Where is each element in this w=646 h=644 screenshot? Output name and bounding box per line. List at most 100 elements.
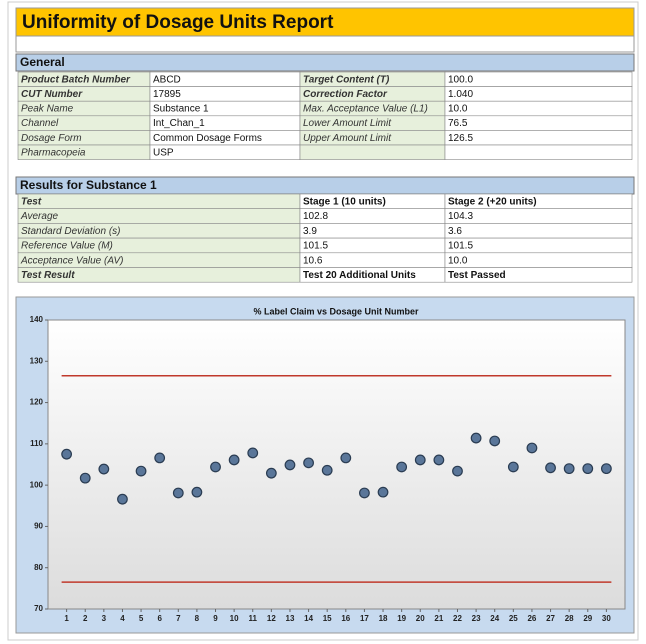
data-point: [545, 462, 556, 474]
x-tick-label: 8: [195, 614, 200, 623]
x-tick-label: 10: [230, 614, 239, 623]
x-tick-label: 24: [490, 614, 499, 623]
x-tick-label: 12: [267, 614, 276, 623]
data-point: [191, 486, 203, 498]
data-point: [321, 464, 333, 476]
field-value: 102.8: [303, 211, 328, 222]
y-tick-label: 110: [30, 439, 43, 448]
chart-title: % Label Claim vs Dosage Unit Number: [253, 306, 419, 316]
value-cell: [444, 115, 633, 131]
x-tick-label: 14: [304, 614, 313, 623]
data-point: [600, 463, 612, 475]
value-cell: [444, 71, 633, 87]
value-cell: [299, 223, 446, 239]
spacer: [15, 35, 635, 53]
x-tick-label: 1: [64, 614, 69, 623]
data-point: [526, 442, 538, 454]
field-value: 17895: [153, 89, 181, 100]
y-tick-label: 120: [30, 398, 44, 407]
field-value: 126.5: [448, 133, 473, 144]
field-label: Lower Amount Limit: [303, 118, 392, 129]
data-point: [396, 461, 408, 473]
x-tick-label: 20: [416, 614, 425, 623]
data-point: [210, 461, 221, 473]
data-point: [61, 448, 73, 460]
data-point: [452, 465, 463, 477]
x-tick-label: 3: [102, 614, 107, 623]
y-tick-label: 130: [30, 356, 44, 365]
value-cell: [444, 130, 633, 146]
field-value: Int_Chan_1: [153, 118, 205, 129]
field-label: Standard Deviation (s): [21, 226, 121, 237]
section-bar: [15, 53, 635, 72]
title-bar: [15, 7, 635, 37]
x-tick-label: 6: [157, 614, 162, 623]
x-tick-label: 15: [323, 614, 332, 623]
section-title: Results for Substance 1: [20, 178, 157, 192]
field-value: 101.5: [303, 241, 328, 252]
x-tick-label: 13: [286, 614, 295, 623]
data-point: [377, 486, 389, 498]
x-tick-label: 29: [583, 614, 592, 623]
field-value: 104.3: [448, 211, 473, 222]
field-value: 10.0: [448, 104, 468, 115]
x-tick-label: 19: [397, 614, 406, 623]
field-value: 101.5: [448, 241, 473, 252]
data-point: [340, 452, 352, 464]
x-tick-label: 26: [527, 614, 536, 623]
field-label: Product Batch Number: [21, 74, 131, 85]
data-point: [135, 465, 147, 477]
field-label: Channel: [21, 118, 59, 129]
x-tick-label: 23: [472, 614, 481, 623]
field-value: 10.6: [303, 255, 323, 266]
field-value: Stage 2 (+20 units): [448, 196, 537, 207]
data-point: [303, 457, 314, 469]
y-tick-label: 140: [30, 315, 44, 324]
y-tick-label: 90: [34, 522, 43, 531]
field-label: CUT Number: [21, 89, 83, 100]
field-value: 3.6: [448, 226, 462, 237]
data-point: [359, 487, 370, 499]
x-tick-label: 7: [176, 614, 181, 623]
field-label: Max. Acceptance Value (L1): [303, 104, 428, 115]
value-cell: [444, 144, 633, 160]
field-value: ABCD: [153, 74, 181, 85]
field-label: Target Content (T): [303, 74, 390, 85]
x-tick-label: 27: [546, 614, 555, 623]
data-point: [563, 463, 575, 475]
x-tick-label: 5: [139, 614, 144, 623]
data-point: [507, 461, 519, 473]
field-label: Correction Factor: [303, 89, 388, 100]
label-cell: [17, 193, 301, 209]
field-label: Upper Amount Limit: [303, 133, 392, 144]
data-point: [582, 463, 594, 475]
x-tick-label: 4: [120, 614, 125, 623]
label-cell: [299, 144, 446, 160]
value-cell: [444, 267, 633, 283]
data-point: [154, 452, 166, 464]
field-value: Stage 1 (10 units): [303, 196, 386, 207]
x-tick-label: 21: [434, 614, 443, 623]
data-point: [414, 454, 426, 466]
data-point: [228, 454, 240, 466]
field-label: Average: [20, 211, 59, 222]
value-cell: [444, 237, 633, 254]
report-title: Uniformity of Dosage Units Report: [22, 12, 334, 33]
field-value: 100.0: [448, 74, 473, 85]
x-tick-label: 18: [379, 614, 388, 623]
field-label: Acceptance Value (AV): [20, 255, 123, 266]
x-tick-label: 30: [602, 614, 611, 623]
section-title: General: [20, 55, 65, 69]
value-cell: [444, 252, 633, 268]
data-point: [79, 472, 91, 484]
x-tick-label: 25: [509, 614, 518, 623]
y-tick-label: 70: [34, 604, 43, 613]
field-value: Test Passed: [448, 270, 506, 281]
x-tick-label: 16: [341, 614, 350, 623]
value-cell: [444, 208, 633, 224]
value-cell: [444, 223, 633, 239]
plot-area: [47, 319, 626, 610]
data-point: [265, 467, 277, 479]
data-point: [433, 454, 445, 466]
